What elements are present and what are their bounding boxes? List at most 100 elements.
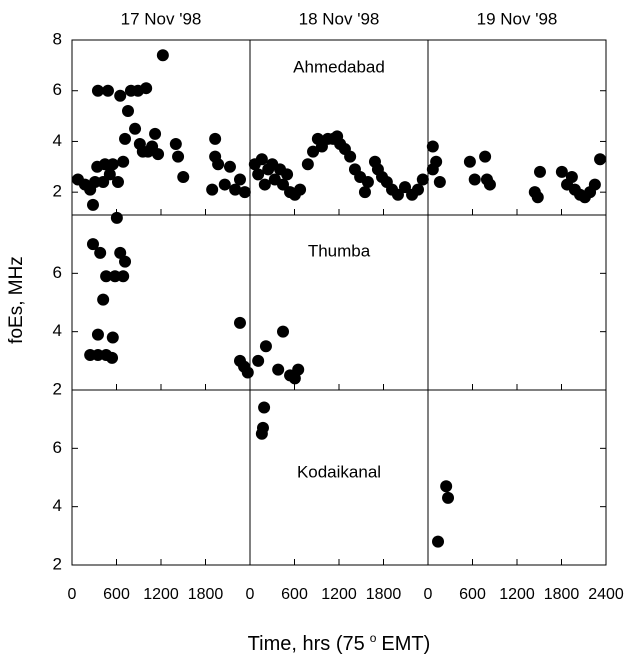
x-tick-label: 600: [103, 586, 130, 603]
x-axis-label: Time, hrs (75 o EMT): [248, 631, 431, 655]
point: [416, 173, 429, 186]
point: [86, 198, 99, 211]
point: [121, 105, 134, 118]
point: [106, 158, 119, 171]
point: [91, 84, 104, 97]
point: [258, 178, 271, 191]
point: [212, 158, 225, 171]
point: [152, 148, 165, 161]
point: [426, 163, 439, 176]
point: [301, 158, 314, 171]
point: [588, 178, 601, 191]
y-tick-label: 6: [53, 438, 62, 457]
point: [97, 293, 110, 306]
station-name: Thumba: [308, 241, 371, 260]
point: [119, 132, 132, 145]
point: [100, 270, 113, 283]
point: [531, 191, 544, 204]
point: [399, 181, 412, 194]
x-tick-label: 2400: [588, 586, 624, 603]
point: [218, 178, 231, 191]
x-tick-label: 1200: [321, 586, 357, 603]
point: [223, 160, 236, 173]
point: [442, 491, 455, 504]
point: [238, 186, 251, 199]
point: [129, 122, 142, 135]
point: [114, 89, 127, 102]
column-title: 17 Nov '98: [121, 9, 202, 28]
point: [114, 246, 127, 259]
x-tick-label: 1800: [366, 586, 402, 603]
point: [149, 127, 162, 140]
point: [169, 137, 182, 150]
y-tick-label: 8: [53, 29, 62, 48]
point: [209, 132, 222, 145]
point: [110, 211, 123, 224]
column-title: 18 Nov '98: [299, 9, 380, 28]
point: [156, 49, 169, 62]
point: [533, 165, 546, 178]
y-tick-label: 4: [53, 496, 62, 515]
x-tick-label: 0: [424, 586, 433, 603]
x-axis-label-part: Time, hrs (75: [248, 633, 365, 655]
x-tick-label: 1200: [499, 586, 535, 603]
point: [391, 188, 404, 201]
point: [101, 84, 114, 97]
y-tick-label: 4: [53, 321, 62, 340]
y-axis-label: foEs, MHz: [6, 256, 27, 344]
point: [252, 354, 265, 367]
x-tick-label: 1800: [188, 586, 224, 603]
point: [117, 270, 130, 283]
point: [229, 183, 242, 196]
point: [307, 145, 320, 158]
point: [177, 170, 190, 183]
point: [294, 183, 307, 196]
point: [479, 150, 492, 163]
point: [277, 178, 290, 191]
point: [172, 150, 185, 163]
point: [86, 238, 99, 251]
point: [411, 183, 424, 196]
point: [277, 325, 290, 338]
y-tick-label: 6: [53, 263, 62, 282]
point: [255, 153, 268, 166]
point: [272, 363, 285, 376]
x-axis-label-part: EMT): [381, 633, 430, 655]
point: [258, 401, 271, 414]
point: [206, 183, 219, 196]
point: [440, 480, 453, 493]
point: [555, 165, 568, 178]
point: [111, 176, 124, 189]
x-tick-label: 600: [281, 586, 308, 603]
point: [259, 340, 272, 353]
point: [281, 168, 294, 181]
x-tick-label: 0: [68, 586, 77, 603]
point: [463, 155, 476, 168]
panel-frame: [427, 214, 607, 391]
point: [106, 331, 119, 344]
column-title: 19 Nov '98: [477, 9, 558, 28]
point: [119, 255, 132, 268]
station-name: Ahmedabad: [293, 57, 385, 76]
x-tick-label: 1800: [544, 586, 580, 603]
point: [140, 82, 153, 95]
y-tick-label: 2: [53, 554, 62, 573]
x-tick-label: 0: [246, 586, 255, 603]
point: [433, 176, 446, 189]
y-tick-label: 2: [53, 182, 62, 201]
point: [594, 153, 607, 166]
point: [483, 178, 496, 191]
point: [241, 366, 254, 379]
y-tick-label: 4: [53, 131, 62, 150]
point: [117, 155, 130, 168]
point: [106, 351, 119, 364]
x-axis-label-sup: o: [370, 631, 377, 645]
point: [358, 186, 371, 199]
point: [255, 427, 268, 440]
x-tick-label: 1200: [143, 586, 179, 603]
point: [233, 316, 246, 329]
y-tick-label: 2: [53, 379, 62, 398]
point: [361, 176, 374, 189]
point: [292, 363, 305, 376]
